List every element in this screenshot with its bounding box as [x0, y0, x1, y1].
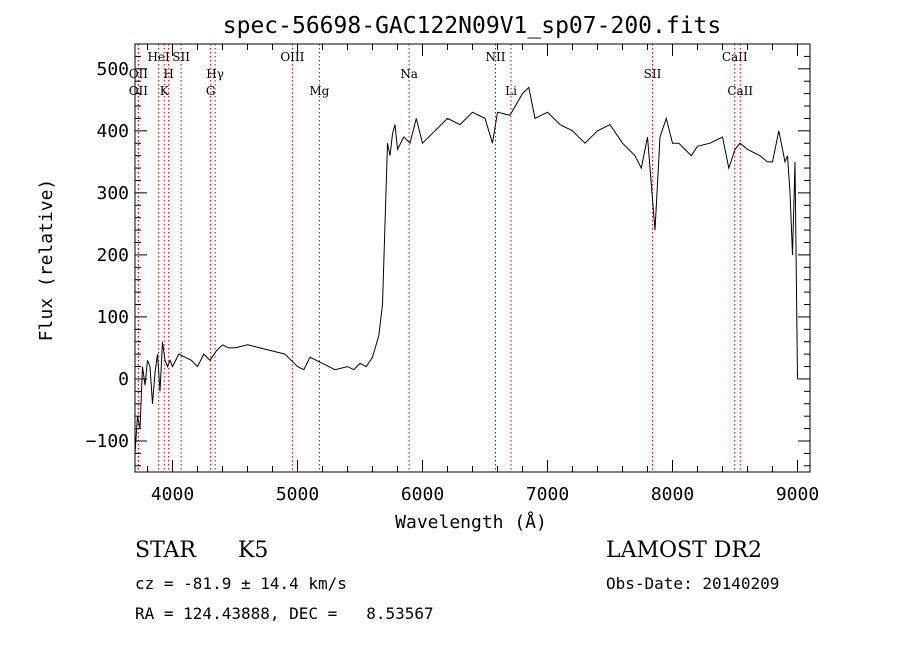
- plot-frame: [134, 43, 811, 473]
- spectral-line-label: SII: [644, 67, 662, 81]
- object-class: STAR: [135, 538, 196, 563]
- x-tick-label: 4000: [151, 484, 194, 505]
- y-tick-label: 500: [96, 59, 129, 80]
- spectral-line-label: SII: [172, 50, 190, 64]
- spectral-line-label: CaII: [727, 84, 753, 98]
- spectral-line-label: OII: [129, 84, 149, 98]
- y-tick-label: −100: [86, 431, 129, 452]
- axis-ticks: 4000 5000 6000 7000 8000 9000 −100 0 100 200 300 40…: [86, 43, 819, 505]
- y-tick-label: 300: [96, 183, 129, 204]
- spectral-line-label: Hγ: [206, 67, 224, 81]
- spectral-line-label: Na: [400, 67, 418, 81]
- object-subclass: K5: [238, 538, 269, 563]
- observation-date: Obs-Date: 20140209: [606, 574, 780, 593]
- y-tick-label: 100: [96, 307, 129, 328]
- spectral-line-label: H: [163, 67, 173, 81]
- spectral-line-label: G: [206, 84, 216, 98]
- survey-name: LAMOST DR2: [606, 538, 762, 563]
- x-tick-label: 5000: [276, 484, 319, 505]
- y-tick-label: 0: [118, 369, 129, 390]
- x-tick-label: 6000: [401, 484, 444, 505]
- spectral-line-label: OIII: [280, 50, 304, 64]
- x-tick-label: 7000: [526, 484, 569, 505]
- ra-dec-coordinates: RA = 124.43888, DEC = 8.53567: [135, 604, 434, 623]
- spectrum-series-line: [134, 86, 798, 454]
- y-axis-label: Flux (relative): [36, 179, 57, 342]
- x-tick-label: 8000: [651, 484, 694, 505]
- redshift-cz: cz = -81.9 ± 14.4 km/s: [135, 574, 347, 593]
- spectral-line-label: CaII: [722, 50, 748, 64]
- y-tick-label: 400: [96, 121, 129, 142]
- y-tick-label: 200: [96, 245, 129, 266]
- spectral-line-label: NII: [486, 50, 506, 64]
- x-tick-label: 9000: [776, 484, 819, 505]
- x-axis-label: Wavelength (Å): [395, 511, 547, 533]
- spectral-line-label: Mg: [309, 84, 329, 98]
- spectral-line-label: HeI: [147, 50, 170, 64]
- spectral-line-label: OII: [129, 67, 149, 81]
- spectral-line-label: K: [160, 84, 170, 98]
- spectral-line-markers: OII HeI HK SII OII Hγ G OIII Mg Na NII Li SII CaII CaI…: [129, 44, 753, 472]
- chart-title: spec-56698-GAC122N09V1_sp07-200.fits: [223, 13, 722, 39]
- spectral-line-label: Li: [505, 84, 517, 98]
